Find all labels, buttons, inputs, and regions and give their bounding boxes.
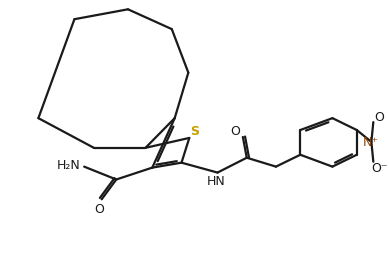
Text: O: O (94, 203, 104, 216)
Text: O: O (374, 111, 384, 124)
Text: N⁺: N⁺ (363, 136, 378, 149)
Text: HN: HN (207, 175, 226, 188)
Text: O⁻: O⁻ (371, 162, 387, 175)
Text: O: O (230, 125, 240, 138)
Text: S: S (190, 125, 199, 138)
Text: H₂N: H₂N (57, 159, 81, 172)
